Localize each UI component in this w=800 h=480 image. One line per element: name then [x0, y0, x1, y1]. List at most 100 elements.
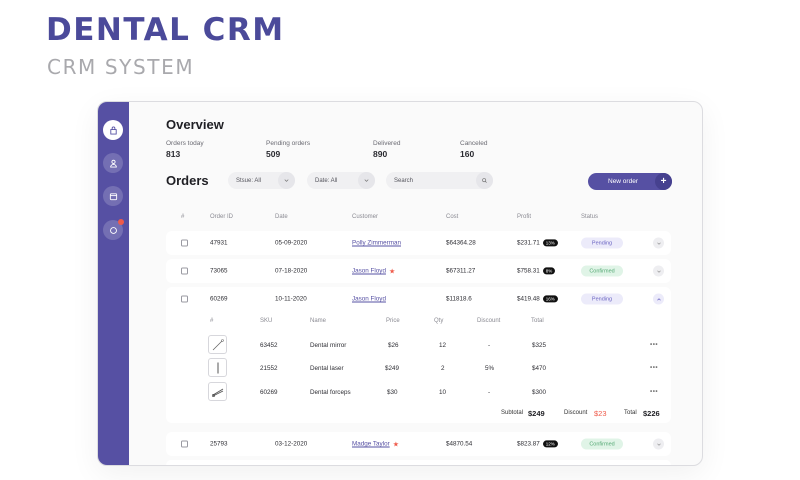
- customer-link[interactable]: Polly Zimmerman: [352, 239, 401, 247]
- row-checkbox[interactable]: [181, 267, 188, 275]
- item-price: $249: [385, 365, 400, 372]
- row-checkbox[interactable]: [181, 440, 188, 448]
- discount-label: Discount: [564, 410, 588, 416]
- detail-col-qty: Qty: [434, 318, 444, 324]
- table-row-expanded[interactable]: 60269 10-11-2020 Jason Floyd $11818.6 $4…: [166, 287, 671, 311]
- sidebar-item-patients[interactable]: [103, 153, 123, 173]
- dental-laser-icon: [217, 362, 218, 373]
- expand-row-button[interactable]: [653, 237, 664, 249]
- detail-col-number: #: [210, 318, 214, 324]
- stat-value: 509: [266, 149, 281, 159]
- order-cost: $11818.6: [446, 295, 472, 303]
- detail-col-price: Price: [386, 318, 400, 324]
- order-profit: $231.71 13%: [517, 239, 558, 247]
- more-options-icon[interactable]: •••: [650, 341, 659, 348]
- detail-col-total: Total: [531, 318, 544, 324]
- order-id: 60269: [210, 295, 228, 303]
- status-badge: Confirmed: [581, 438, 623, 450]
- customer-link[interactable]: Madge Taylor: [352, 440, 390, 448]
- total-label: Total: [624, 410, 637, 416]
- more-options-icon[interactable]: •••: [650, 364, 659, 371]
- sidebar-item-messages[interactable]: [103, 219, 124, 240]
- dental-forceps-icon: [211, 388, 223, 397]
- col-order-id[interactable]: Order ID: [210, 214, 234, 220]
- status-filter-label: Stsue: All: [236, 177, 262, 184]
- discount-value: $23: [594, 409, 607, 418]
- expand-row-button[interactable]: [653, 438, 664, 450]
- item-discount: -: [488, 342, 491, 349]
- star-icon[interactable]: ★: [388, 268, 396, 275]
- item-sku: 60269: [260, 389, 278, 396]
- app-window: Overview Orders today 813 Pending orders…: [97, 101, 703, 466]
- main-content: Overview Orders today 813 Pending orders…: [129, 102, 702, 465]
- item-name: Dental laser: [310, 365, 344, 372]
- sidebar: [98, 102, 129, 465]
- order-profit: $419.48 16%: [517, 295, 558, 303]
- status-badge: Pending: [581, 237, 623, 249]
- user-icon: [109, 159, 117, 168]
- status-filter[interactable]: Stsue: All: [228, 172, 295, 189]
- date-filter[interactable]: Date: All: [307, 172, 375, 189]
- subtotal-value: $249: [528, 409, 545, 418]
- dental-mirror-icon: [212, 338, 224, 350]
- table-row[interactable]: 25793 03-12-2020 Madge Taylor ★ $4870.54 …: [166, 432, 671, 456]
- col-date[interactable]: Date: [275, 214, 288, 220]
- plus-icon: +: [655, 173, 672, 190]
- order-date: 10-11-2020: [275, 295, 307, 303]
- profit-percent-badge: 13%: [542, 239, 558, 247]
- sidebar-item-calendar[interactable]: [103, 186, 123, 206]
- row-checkbox[interactable]: [181, 239, 188, 247]
- order-id: 25793: [210, 440, 228, 448]
- order-id: 73065: [210, 267, 228, 275]
- col-customer[interactable]: Customer: [352, 214, 379, 220]
- customer-link[interactable]: Jason Floyd: [352, 295, 386, 303]
- order-date: 05-09-2020: [275, 239, 308, 247]
- stat-label: Pending orders: [266, 140, 311, 147]
- collapse-row-button[interactable]: [653, 293, 664, 305]
- stat-delivered: Delivered 890: [373, 140, 400, 159]
- item-sku: 21552: [260, 365, 278, 372]
- new-order-button[interactable]: New order +: [588, 173, 672, 190]
- expand-row-button[interactable]: [653, 265, 664, 277]
- profit-percent-badge: 16%: [542, 295, 558, 303]
- order-date: 03-12-2020: [275, 440, 308, 448]
- hero-title: DENTAL CRM: [46, 12, 285, 48]
- chevron-up-icon: [656, 297, 661, 300]
- customer-link[interactable]: Jason Floyd: [352, 267, 386, 275]
- sidebar-item-orders[interactable]: [103, 120, 123, 140]
- item-qty: 10: [439, 389, 447, 396]
- stat-label: Orders today: [166, 140, 204, 147]
- order-date: 07-18-2020: [275, 267, 308, 275]
- col-profit[interactable]: Profit: [517, 214, 532, 220]
- bag-icon: [109, 126, 117, 135]
- search-input[interactable]: Search: [386, 172, 493, 189]
- profit-percent-badge: 8%: [542, 267, 556, 275]
- status-badge: Pending: [581, 293, 623, 305]
- total-value: $226: [643, 409, 660, 418]
- table-row[interactable]: 73065 07-18-2020 Jason Floyd ★ $67311.27 …: [166, 259, 671, 283]
- stat-canceled: Canceled 160: [460, 140, 487, 159]
- item-total: $470: [532, 365, 547, 372]
- item-sku: 63452: [260, 342, 278, 349]
- table-row[interactable]: 47931 05-09-2020 Polly Zimmerman $64364.…: [166, 231, 671, 255]
- order-profit: $823.87 12%: [517, 440, 558, 448]
- calendar-icon: [109, 192, 117, 200]
- detail-col-name: Name: [310, 318, 327, 324]
- chevron-down-icon[interactable]: [278, 172, 295, 189]
- item-total: $325: [532, 342, 547, 349]
- chevron-down-icon: [656, 443, 661, 446]
- order-id: 47931: [210, 239, 228, 247]
- col-status[interactable]: Status: [581, 214, 599, 220]
- more-options-icon[interactable]: •••: [650, 388, 659, 395]
- stat-label: Canceled: [460, 140, 488, 147]
- profit-value: $231.71: [517, 239, 540, 247]
- col-cost[interactable]: Cost: [446, 214, 459, 220]
- detail-col-discount: Discount: [477, 318, 501, 324]
- search-icon[interactable]: [476, 172, 493, 189]
- stat-label: Delivered: [373, 140, 401, 147]
- stat-pending-orders: Pending orders 509: [266, 140, 310, 159]
- col-number: #: [181, 214, 185, 220]
- star-icon[interactable]: ★: [392, 441, 399, 448]
- chevron-down-icon[interactable]: [358, 172, 375, 189]
- row-checkbox[interactable]: [181, 295, 188, 303]
